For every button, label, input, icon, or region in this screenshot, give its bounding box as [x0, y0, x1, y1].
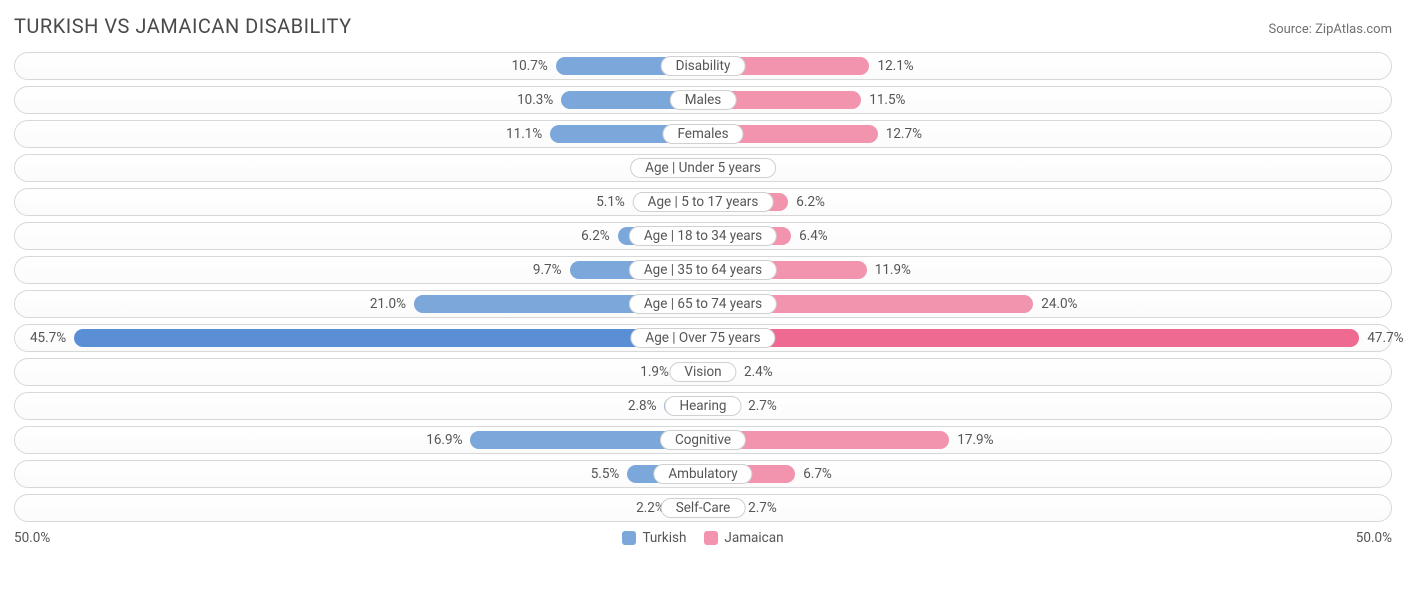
- row-category-label: Vision: [669, 362, 736, 382]
- chart-row: 16.9% 17.9% Cognitive: [14, 426, 1392, 454]
- value-right: 2.4%: [736, 359, 773, 385]
- legend-label-right: Jamaican: [724, 530, 783, 546]
- value-left: 5.1%: [596, 189, 633, 215]
- axis-left-max: 50.0%: [14, 530, 50, 546]
- left-half: 11.1%: [15, 121, 703, 147]
- row-category-label: Ambulatory: [653, 464, 752, 484]
- chart-row: 2.8% 2.7%Hearing: [14, 392, 1392, 420]
- value-right: 47.7%: [1359, 325, 1403, 351]
- left-half: 5.5%: [15, 461, 703, 487]
- row-category-label: Males: [670, 90, 737, 110]
- value-left: 5.5%: [591, 461, 628, 487]
- legend: Turkish Jamaican: [622, 530, 783, 546]
- chart-source: Source: ZipAtlas.com: [1268, 22, 1392, 37]
- chart-header: TURKISH VS JAMAICAN DISABILITY Source: Z…: [14, 10, 1392, 52]
- right-half: 11.9%: [703, 257, 1391, 283]
- row-category-label: Females: [662, 124, 743, 144]
- right-half: 6.4%: [703, 223, 1391, 249]
- row-category-label: Age | 18 to 34 years: [629, 226, 777, 246]
- legend-item-left: Turkish: [622, 530, 686, 546]
- right-half: 12.1%: [703, 53, 1391, 79]
- row-category-label: Disability: [661, 56, 746, 76]
- value-left: 9.7%: [533, 257, 570, 283]
- value-right: 6.4%: [791, 223, 828, 249]
- right-half: 12.7%: [703, 121, 1391, 147]
- right-half: 1.3%: [703, 155, 1391, 181]
- right-half: 2.7%: [703, 393, 1391, 419]
- left-half: 10.7%: [15, 53, 703, 79]
- row-category-label: Self-Care: [661, 498, 746, 518]
- left-half: 16.9%: [15, 427, 703, 453]
- row-category-label: Age | 5 to 17 years: [633, 192, 774, 212]
- value-left: 21.0%: [370, 291, 414, 317]
- left-half: 9.7%: [15, 257, 703, 283]
- value-right: 11.9%: [867, 257, 911, 283]
- value-right: 17.9%: [949, 427, 993, 453]
- left-half: 2.2%: [15, 495, 703, 521]
- value-right: 2.7%: [740, 495, 777, 521]
- legend-swatch-icon: [622, 531, 636, 545]
- chart-title: TURKISH VS JAMAICAN DISABILITY: [14, 14, 352, 38]
- value-left: 45.7%: [30, 325, 74, 351]
- legend-swatch-icon: [704, 531, 718, 545]
- value-right: 12.1%: [869, 53, 913, 79]
- right-half: 6.2%: [703, 189, 1391, 215]
- bar-right: [703, 329, 1359, 347]
- chart-row: 5.1% 6.2% Age | 5 to 17 years: [14, 188, 1392, 216]
- chart-row: 10.3% 11.5% Males: [14, 86, 1392, 114]
- value-left: 10.7%: [512, 53, 556, 79]
- left-half: 1.1%: [15, 155, 703, 181]
- chart-row: 5.5% 6.7% Ambulatory: [14, 460, 1392, 488]
- row-category-label: Cognitive: [660, 430, 746, 450]
- chart-row: 21.0% 24.0% Age | 65 to 74 years: [14, 290, 1392, 318]
- chart-row: 9.7% 11.9% Age | 35 to 64 years: [14, 256, 1392, 284]
- row-category-label: Age | 35 to 64 years: [629, 260, 777, 280]
- left-half: 6.2%: [15, 223, 703, 249]
- left-half: 45.7%: [15, 325, 703, 351]
- legend-item-right: Jamaican: [704, 530, 783, 546]
- left-half: 10.3%: [15, 87, 703, 113]
- value-left: 10.3%: [517, 87, 561, 113]
- chart-row: 11.1% 12.7% Females: [14, 120, 1392, 148]
- bar-left: [74, 329, 703, 347]
- chart-row: 45.7% 47.7%Age | Over 75 years: [14, 324, 1392, 352]
- row-category-label: Age | 65 to 74 years: [629, 294, 777, 314]
- value-left: 6.2%: [581, 223, 618, 249]
- value-right: 6.7%: [795, 461, 832, 487]
- left-half: 1.9%: [15, 359, 703, 385]
- right-half: 24.0%: [703, 291, 1391, 317]
- chart-row: 6.2% 6.4% Age | 18 to 34 years: [14, 222, 1392, 250]
- right-half: 2.4%: [703, 359, 1391, 385]
- value-right: 11.5%: [861, 87, 905, 113]
- right-half: 17.9%: [703, 427, 1391, 453]
- row-category-label: Hearing: [664, 396, 741, 416]
- chart-row: 10.7% 12.1% Disability: [14, 52, 1392, 80]
- right-half: 11.5%: [703, 87, 1391, 113]
- row-category-label: Age | Over 75 years: [630, 328, 775, 348]
- value-right: 12.7%: [878, 121, 922, 147]
- value-right: 24.0%: [1033, 291, 1077, 317]
- value-left: 2.8%: [628, 393, 665, 419]
- left-half: 2.8%: [15, 393, 703, 419]
- value-left: 16.9%: [426, 427, 470, 453]
- legend-label-left: Turkish: [642, 530, 686, 546]
- row-category-label: Age | Under 5 years: [630, 158, 776, 178]
- chart-footer: 50.0% Turkish Jamaican 50.0%: [14, 528, 1392, 546]
- value-right: 6.2%: [788, 189, 825, 215]
- chart-row: 2.2% 2.7%Self-Care: [14, 494, 1392, 522]
- diverging-bar-chart: 10.7% 12.1% Disability 10.3% 11.5% Males 11.1%…: [14, 52, 1392, 522]
- right-half: 47.7%: [703, 325, 1391, 351]
- axis-right-max: 50.0%: [1356, 530, 1392, 546]
- left-half: 5.1%: [15, 189, 703, 215]
- chart-container: TURKISH VS JAMAICAN DISABILITY Source: Z…: [0, 0, 1406, 554]
- chart-row: 1.9% 2.4%Vision: [14, 358, 1392, 386]
- left-half: 21.0%: [15, 291, 703, 317]
- right-half: 6.7%: [703, 461, 1391, 487]
- value-left: 11.1%: [506, 121, 550, 147]
- right-half: 2.7%: [703, 495, 1391, 521]
- value-right: 2.7%: [740, 393, 777, 419]
- chart-row: 1.1%1.3%Age | Under 5 years: [14, 154, 1392, 182]
